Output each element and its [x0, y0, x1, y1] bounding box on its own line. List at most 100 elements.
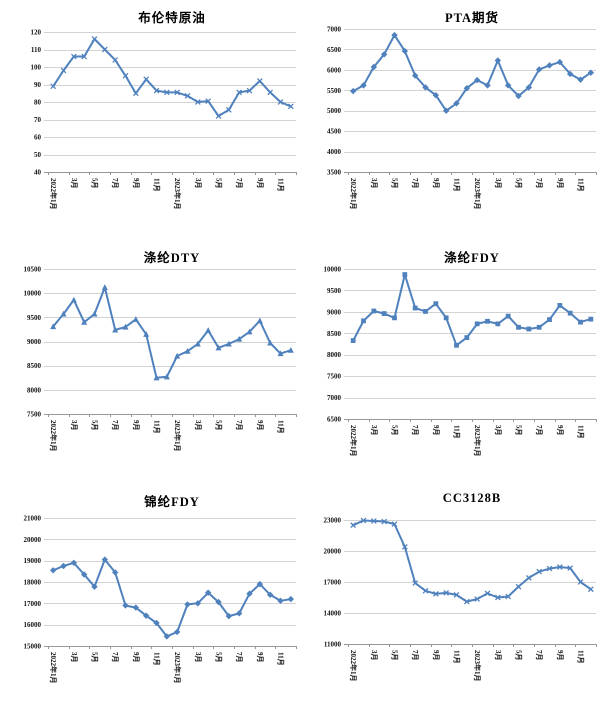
svg-text:6000: 6000 [327, 66, 342, 74]
svg-text:5月: 5月 [91, 420, 99, 431]
svg-text:2022年1月: 2022年1月 [49, 178, 58, 210]
nylon-fdy-line-chart: 15000 16000 17000 18000 19000 20000 21000 2022年… [24, 515, 297, 684]
svg-text:5月: 5月 [91, 652, 99, 663]
svg-text:7月: 7月 [535, 425, 543, 436]
svg-text:18000: 18000 [24, 579, 42, 587]
y-axis-labels: 15000 16000 17000 18000 19000 20000 21000 [24, 515, 42, 651]
svg-text:9月: 9月 [556, 650, 564, 661]
svg-text:7月: 7月 [535, 178, 543, 189]
svg-text:7500: 7500 [27, 411, 42, 419]
svg-text:8000: 8000 [27, 386, 42, 394]
svg-text:2022年1月: 2022年1月 [49, 420, 58, 452]
svg-text:11月: 11月 [577, 425, 585, 439]
svg-text:7月: 7月 [235, 420, 243, 431]
svg-text:9月: 9月 [256, 652, 264, 663]
svg-text:23000: 23000 [324, 517, 342, 525]
x-axis-ticks [48, 414, 297, 417]
svg-text:3500: 3500 [327, 169, 342, 177]
svg-text:19000: 19000 [24, 557, 42, 565]
svg-text:9月: 9月 [432, 425, 440, 436]
x-axis-labels: 2022年1月 3月 5月 7月 9月 11月 2023年1月 3月 5月 7月 9月 11月 [49, 178, 284, 210]
svg-text:17000: 17000 [324, 579, 342, 587]
svg-text:70: 70 [34, 116, 42, 124]
series-line [52, 286, 292, 379]
svg-text:14000: 14000 [324, 610, 342, 618]
svg-text:2022年1月: 2022年1月 [349, 178, 358, 210]
svg-text:3月: 3月 [370, 650, 378, 661]
svg-text:4000: 4000 [327, 148, 342, 156]
svg-text:11月: 11月 [453, 425, 461, 439]
x-axis-labels: 2022年1月 3月 5月 7月 9月 11月 2023年1月 3月 5月 7月 9月 11月 [349, 650, 584, 682]
svg-text:90: 90 [34, 81, 42, 89]
svg-text:8500: 8500 [327, 330, 342, 338]
y-axis-labels: 11000 14000 17000 20000 23000 [324, 517, 342, 649]
gridlines [344, 29, 596, 173]
x-axis-ticks [48, 172, 297, 175]
svg-text:5500: 5500 [327, 87, 342, 95]
svg-text:7000: 7000 [327, 394, 342, 402]
svg-text:7月: 7月 [411, 650, 419, 661]
y-axis-labels: 7500 8000 8500 9000 9500 10000 10500 [24, 266, 42, 419]
svg-text:10000: 10000 [24, 290, 42, 298]
svg-text:9月: 9月 [556, 425, 564, 436]
svg-text:3月: 3月 [494, 178, 502, 189]
svg-text:9月: 9月 [132, 652, 140, 663]
chart-cell-polyester-dty: 涤纶DTY 7500 8000 8500 9000 9500 10000 10500 2022… [0, 240, 300, 480]
chart-title-nylon-fdy: 锦纶FDY [144, 495, 200, 509]
svg-text:2023年1月: 2023年1月 [473, 178, 482, 210]
svg-text:5000: 5000 [327, 107, 342, 115]
svg-text:7000: 7000 [327, 26, 342, 34]
svg-text:3月: 3月 [370, 178, 378, 189]
svg-text:4500: 4500 [327, 128, 342, 136]
x-axis-ticks [348, 172, 597, 175]
svg-text:80: 80 [34, 99, 42, 107]
svg-text:9月: 9月 [132, 178, 140, 189]
chart-cell-brent-crude: 布伦特原油 40 50 60 70 80 90 100 110 120 2022年1月 3月 5月 7月… [0, 0, 300, 240]
svg-text:2022年1月: 2022年1月 [349, 425, 358, 457]
svg-text:3月: 3月 [370, 425, 378, 436]
polyester-dty-line-chart: 7500 8000 8500 9000 9500 10000 10500 2022年1月 3月 5… [24, 266, 297, 452]
svg-text:8500: 8500 [27, 362, 42, 370]
pta-futures-line-chart: 3500 4000 4500 5000 5500 6000 6500 7000 2022年1月 3… [327, 26, 597, 210]
svg-text:7月: 7月 [235, 652, 243, 663]
svg-text:2022年1月: 2022年1月 [49, 652, 58, 684]
series-line [352, 519, 592, 603]
svg-text:3月: 3月 [194, 420, 202, 431]
svg-text:7500: 7500 [327, 373, 342, 381]
svg-text:5月: 5月 [215, 178, 223, 189]
chart-title-brent-crude: 布伦特原油 [138, 11, 206, 25]
svg-text:11月: 11月 [153, 652, 161, 666]
svg-text:2023年1月: 2023年1月 [173, 178, 182, 210]
svg-text:120: 120 [31, 29, 42, 37]
svg-text:7月: 7月 [411, 425, 419, 436]
svg-text:40: 40 [34, 169, 42, 177]
svg-text:2023年1月: 2023年1月 [473, 650, 482, 682]
cc3128b-line-chart: 11000 14000 17000 20000 23000 2022年1月 3月 5月 7月 9月… [324, 517, 597, 682]
svg-text:8000: 8000 [327, 351, 342, 359]
svg-text:9000: 9000 [27, 338, 42, 346]
svg-text:17000: 17000 [24, 600, 42, 608]
svg-text:7月: 7月 [111, 420, 119, 431]
x-axis-labels: 2022年1月 3月 5月 7月 9月 11月 2023年1月 3月 5月 7月 9月 11月 [349, 178, 584, 210]
chart-cell-cc3128b: CC3128B 11000 14000 17000 20000 23000 2022年1月… [300, 480, 600, 728]
series-line [352, 34, 592, 112]
series-markers [49, 556, 295, 640]
svg-text:11月: 11月 [577, 650, 585, 664]
svg-text:5月: 5月 [391, 650, 399, 661]
x-axis-labels: 2022年1月 3月 5月 7月 9月 11月 2023年1月 3月 5月 7月 9月 11月 [49, 420, 284, 452]
svg-text:7月: 7月 [535, 650, 543, 661]
y-axis-labels: 3500 4000 4500 5000 5500 6000 6500 7000 [327, 26, 342, 177]
svg-text:3月: 3月 [194, 652, 202, 663]
svg-text:16000: 16000 [24, 621, 42, 629]
y-axis-labels: 6500 7000 7500 8000 8500 9000 9500 10000 [324, 266, 342, 424]
svg-text:9月: 9月 [256, 420, 264, 431]
svg-text:20000: 20000 [24, 536, 42, 544]
svg-text:11000: 11000 [324, 641, 342, 649]
y-axis-labels: 40 50 60 70 80 90 100 110 120 [31, 29, 42, 177]
svg-text:7月: 7月 [111, 178, 119, 189]
svg-text:100: 100 [31, 64, 42, 72]
svg-text:11月: 11月 [577, 178, 585, 192]
svg-text:2023年1月: 2023年1月 [173, 420, 182, 452]
series-markers [50, 284, 294, 381]
gridlines [344, 520, 596, 645]
